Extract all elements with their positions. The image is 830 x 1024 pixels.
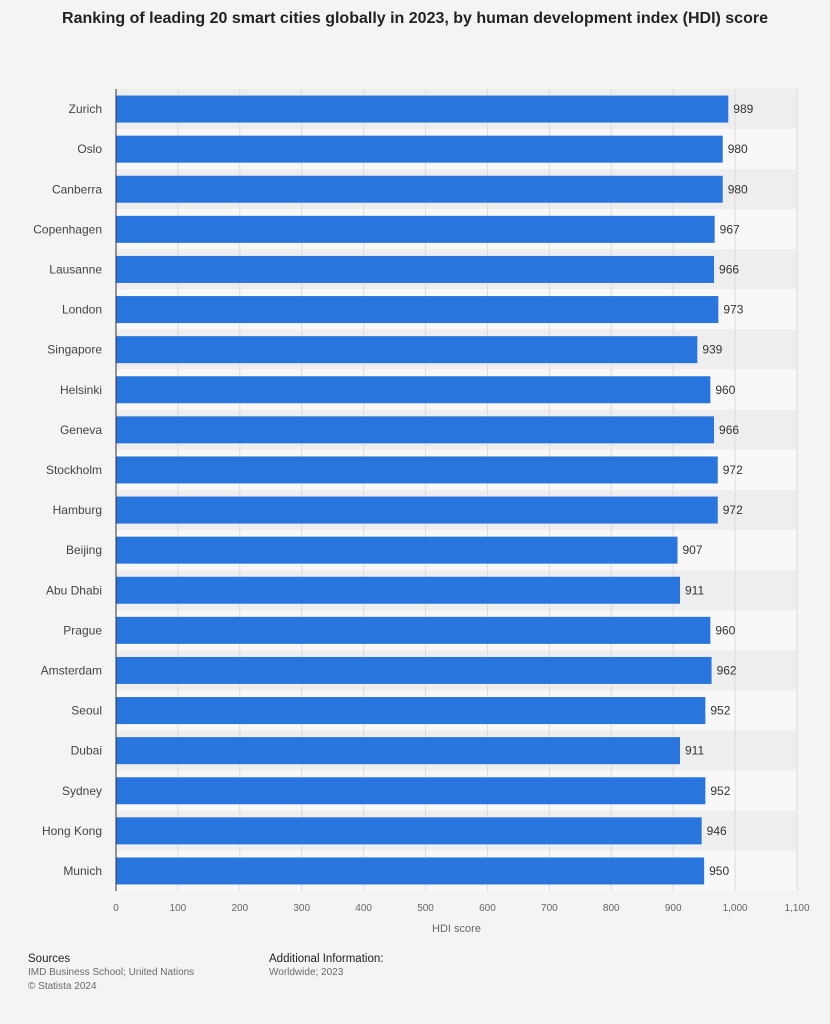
bar <box>116 175 723 203</box>
category-label: Singapore <box>47 343 102 357</box>
category-label: Beijing <box>66 543 102 557</box>
category-label: Oslo <box>77 142 102 156</box>
value-label: 966 <box>719 262 739 276</box>
additional-info-heading: Additional Information: <box>269 953 384 965</box>
value-label: 946 <box>707 824 727 838</box>
value-label: 907 <box>683 543 703 557</box>
value-label: 967 <box>720 222 740 236</box>
bar <box>116 496 718 524</box>
category-label: Lausanne <box>49 262 102 276</box>
x-tick-label: 700 <box>541 903 558 914</box>
bar <box>116 135 723 163</box>
category-label: Geneva <box>60 423 102 437</box>
value-label: 980 <box>728 142 748 156</box>
x-axis-title: HDI score <box>432 923 481 935</box>
x-tick-label: 100 <box>170 903 187 914</box>
additional-info-block: Additional Information: Worldwide; 2023 <box>269 952 383 980</box>
value-label: 972 <box>723 503 743 517</box>
copyright-text: © Statista 2024 <box>28 981 97 992</box>
category-label: Prague <box>63 623 102 637</box>
bar <box>116 215 715 243</box>
category-label: Zurich <box>69 102 102 116</box>
category-label: Abu Dhabi <box>46 583 102 597</box>
category-label: London <box>62 303 102 317</box>
value-label: 939 <box>702 343 722 357</box>
bar <box>116 416 715 444</box>
category-label: Canberra <box>52 182 102 196</box>
value-label: 972 <box>723 463 743 477</box>
category-label: Amsterdam <box>41 663 102 677</box>
category-label: Hamburg <box>53 503 102 517</box>
bar <box>116 817 702 845</box>
category-label: Dubai <box>71 744 102 758</box>
bar <box>116 376 711 404</box>
x-tick-label: 400 <box>355 903 372 914</box>
category-label: Stockholm <box>46 463 102 477</box>
x-tick-label: 1,000 <box>723 903 748 914</box>
bar <box>116 656 712 684</box>
bar <box>116 456 718 484</box>
category-label: Sydney <box>62 784 102 798</box>
value-label: 973 <box>723 303 743 317</box>
value-label: 989 <box>733 102 753 116</box>
bar <box>116 777 706 805</box>
x-tick-label: 200 <box>231 903 248 914</box>
bar <box>116 737 680 765</box>
category-label: Hong Kong <box>42 824 102 838</box>
sources-heading: Sources <box>28 953 71 965</box>
category-label: Seoul <box>71 704 102 718</box>
category-label: Munich <box>63 864 102 878</box>
value-label: 960 <box>715 383 735 397</box>
bar <box>116 296 719 324</box>
value-label: 911 <box>685 744 704 758</box>
x-tick-label: 1,100 <box>784 903 809 914</box>
value-label: 960 <box>715 623 735 637</box>
bar <box>116 255 715 283</box>
value-label: 962 <box>717 663 737 677</box>
sources-text: IMD Business School; United Nations <box>28 967 195 978</box>
value-label: 911 <box>685 583 704 597</box>
bar <box>116 857 705 885</box>
value-label: 950 <box>709 864 729 878</box>
x-tick-label: 300 <box>293 903 310 914</box>
bar <box>116 536 678 564</box>
value-label: 980 <box>728 182 748 196</box>
bar <box>116 95 729 123</box>
value-label: 952 <box>710 784 730 798</box>
additional-info-text: Worldwide; 2023 <box>269 967 344 978</box>
bar <box>116 576 680 604</box>
value-label: 952 <box>710 704 730 718</box>
category-label: Copenhagen <box>33 222 102 236</box>
bar <box>116 697 706 725</box>
bar <box>116 336 698 364</box>
sources-block: Sources IMD Business School; United Nati… <box>28 952 194 994</box>
category-label: Helsinki <box>60 383 102 397</box>
x-tick-label: 600 <box>479 903 496 914</box>
chart-title: Ranking of leading 20 smart cities globa… <box>62 10 768 27</box>
value-label: 966 <box>719 423 739 437</box>
x-tick-label: 500 <box>417 903 434 914</box>
bar <box>116 616 711 644</box>
x-tick-label: 800 <box>603 903 620 914</box>
x-tick-label: 900 <box>665 903 682 914</box>
x-tick-label: 0 <box>113 903 119 914</box>
